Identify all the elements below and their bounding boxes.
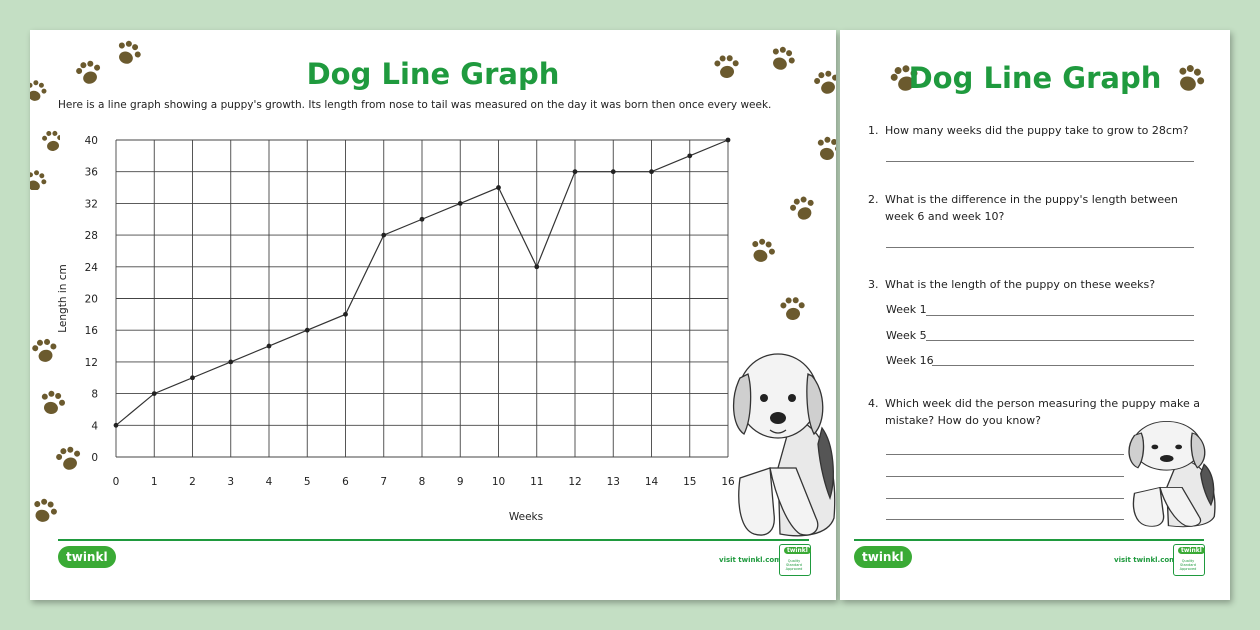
x-tick-label: 13 — [607, 476, 620, 488]
answer-line[interactable] — [886, 161, 1194, 162]
paw-prints-decoration — [32, 338, 81, 522]
badge-logo: twinkl — [784, 547, 811, 554]
footer-divider — [854, 539, 1204, 541]
y-tick-label: 8 — [91, 389, 98, 401]
badge-text: Quality Standard Approved — [785, 559, 803, 571]
data-point — [572, 169, 578, 175]
x-tick-label: 5 — [304, 476, 311, 488]
x-tick-label: 14 — [645, 476, 659, 488]
question-number: 2. — [868, 193, 879, 206]
x-tick-label: 3 — [227, 476, 234, 488]
x-tick-label: 8 — [419, 476, 426, 488]
twinkl-logo: twinkl — [58, 546, 116, 568]
y-tick-label: 12 — [85, 357, 98, 369]
answer-line[interactable] — [886, 247, 1194, 248]
data-point — [419, 216, 425, 222]
y-tick-label: 0 — [91, 452, 98, 464]
answer-line[interactable] — [886, 454, 1124, 455]
footer-divider — [58, 539, 809, 541]
question-text: What is the difference in the puppy's le… — [885, 193, 1178, 223]
x-tick-label: 7 — [380, 476, 387, 488]
paw-prints-decoration — [76, 40, 141, 84]
data-point — [190, 375, 195, 381]
data-point — [687, 153, 693, 159]
question-number: 1. — [868, 124, 879, 137]
intro-text: Here is a line graph showing a puppy's g… — [58, 99, 772, 111]
x-tick-label: 1 — [151, 476, 158, 488]
question-4: 4. Which week did the person measuring th… — [868, 395, 1215, 429]
data-point — [725, 137, 731, 143]
page-title: Dog Line Graph — [908, 61, 1162, 95]
data-point — [228, 359, 234, 365]
question-1: 1. How many weeks did the puppy take to g… — [868, 122, 1208, 139]
paw-print-icon — [1179, 65, 1205, 91]
quality-badge: twinkl Quality Standard Approved — [1173, 544, 1205, 576]
data-point — [610, 169, 616, 175]
week-label: Week 1 — [886, 303, 927, 316]
data-point — [343, 311, 348, 317]
answer-line[interactable] — [932, 365, 1194, 366]
question-text: What is the length of the puppy on these… — [885, 278, 1156, 291]
x-tick-label: 11 — [530, 476, 543, 488]
week-label: Week 16 — [886, 354, 934, 367]
visit-link[interactable]: visit twinkl.com — [1114, 556, 1177, 564]
y-tick-label: 28 — [85, 230, 98, 242]
x-tick-label: 15 — [683, 476, 696, 488]
week-label: Week 5 — [886, 329, 927, 342]
line-chart: 0 1 2 3 4 5 6 7 8 9 10 11 12 13 14 15 160481216202428323… — [57, 135, 735, 523]
x-tick-label: 6 — [342, 476, 349, 488]
data-point — [266, 343, 272, 349]
data-point — [151, 391, 157, 396]
data-point — [649, 169, 654, 175]
question-text: Which week did the person measuring the … — [885, 397, 1200, 427]
question-3: 3. What is the length of the puppy on the… — [868, 276, 1208, 293]
answer-line[interactable] — [926, 340, 1194, 341]
answer-line[interactable] — [886, 498, 1124, 499]
x-axis-label: Weeks — [509, 511, 543, 523]
y-tick-label: 36 — [85, 167, 99, 179]
worksheet-page-questions: Dog Line Graph 1. How many weeks did the … — [840, 30, 1230, 600]
question-number: 3. — [868, 278, 879, 291]
worksheet-page-graph: Dog Line Graph Here is a line graph show… — [30, 30, 836, 600]
paw-print-icon — [890, 65, 918, 91]
puppy-illustration — [1128, 421, 1216, 528]
data-point — [457, 201, 463, 206]
x-tick-label: 9 — [457, 476, 464, 488]
badge-logo: twinkl — [1178, 547, 1205, 554]
y-tick-label: 32 — [85, 198, 98, 210]
question-2: 2. What is the difference in the puppy's … — [868, 191, 1205, 225]
x-tick-label: 10 — [492, 476, 505, 488]
x-tick-label: 2 — [189, 476, 196, 488]
y-tick-label: 24 — [85, 262, 99, 274]
data-point — [381, 232, 387, 238]
data-point — [534, 264, 540, 270]
badge-text: Quality Standard Approved — [1179, 559, 1197, 571]
paw-prints-decoration — [714, 46, 836, 320]
data-point — [113, 422, 119, 428]
answer-line[interactable] — [886, 519, 1124, 520]
visit-link[interactable]: visit twinkl.com — [719, 556, 782, 564]
question-number: 4. — [868, 397, 879, 410]
data-point — [496, 185, 501, 190]
paw-prints-decoration — [30, 80, 60, 190]
data-point — [304, 327, 310, 333]
answer-line[interactable] — [886, 476, 1124, 477]
question-text: How many weeks did the puppy take to gro… — [885, 124, 1189, 137]
x-tick-label: 4 — [266, 476, 273, 488]
puppy-illustration — [732, 353, 836, 537]
x-tick-label: 0 — [113, 476, 120, 488]
x-tick-label: 16 — [721, 476, 735, 488]
y-tick-label: 16 — [85, 325, 99, 337]
quality-badge: twinkl Quality Standard Approved — [779, 544, 811, 576]
answer-line[interactable] — [926, 315, 1194, 316]
page-title: Dog Line Graph — [306, 57, 560, 91]
twinkl-logo: twinkl — [854, 546, 912, 568]
y-tick-label: 20 — [85, 294, 98, 306]
y-tick-label: 4 — [91, 420, 98, 432]
y-tick-label: 40 — [85, 135, 98, 147]
y-axis-label: Length in cm — [57, 264, 69, 332]
x-tick-label: 12 — [568, 476, 581, 488]
